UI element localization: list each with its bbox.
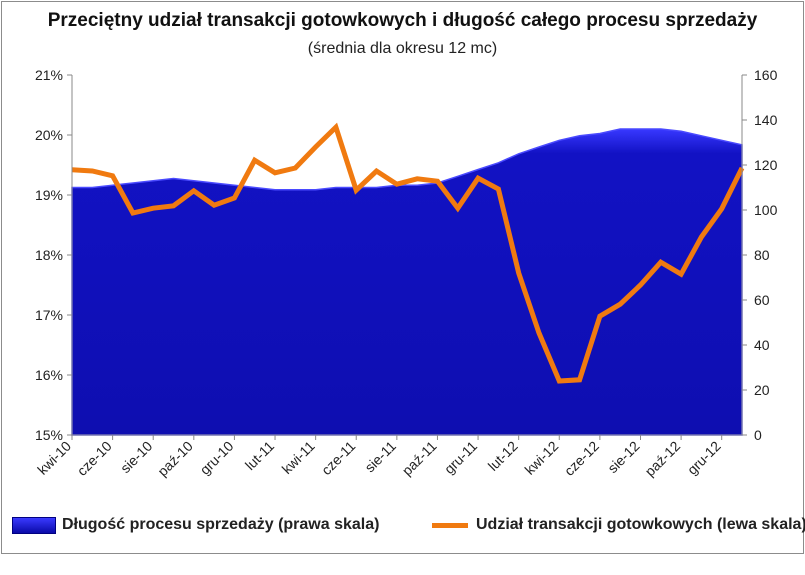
x-tick-label: kwi-10 <box>34 438 74 478</box>
right-tick-label: 120 <box>754 157 778 173</box>
x-tick-label: paź-12 <box>642 438 684 480</box>
x-tick-label: gru-11 <box>441 438 480 477</box>
legend-swatch-line <box>432 522 468 528</box>
left-tick-label: 16% <box>35 367 63 383</box>
left-tick-label: 21% <box>35 67 63 83</box>
legend-item-area: Długość procesu sprzedaży (prawa skala) <box>12 516 379 534</box>
x-tick-label: gru-10 <box>197 438 237 478</box>
right-tick-label: 0 <box>754 427 762 443</box>
x-tick-label: lut-11 <box>242 438 277 473</box>
right-tick-label: 20 <box>754 382 770 398</box>
x-tick-label: gru-12 <box>684 438 724 478</box>
right-tick-label: 160 <box>754 67 778 83</box>
legend-swatch-area <box>12 516 56 534</box>
series-area-dlugosc <box>71 128 743 436</box>
right-tick-label: 60 <box>754 292 770 308</box>
x-tick-label: sie-11 <box>361 438 399 476</box>
left-tick-label: 18% <box>35 247 63 263</box>
right-tick-label: 100 <box>754 202 778 218</box>
right-tick-label: 140 <box>754 112 778 128</box>
chart-title: Przeciętny udział transakcji gotowkowych… <box>47 10 758 31</box>
x-tick-label: lut-12 <box>485 438 521 474</box>
right-tick-label: 80 <box>754 247 770 263</box>
x-tick-label: paź-11 <box>399 438 440 479</box>
right-tick-label: 40 <box>754 337 770 353</box>
x-tick-label: cze-12 <box>561 438 602 479</box>
left-tick-label: 20% <box>35 127 63 143</box>
x-tick-label: sie-10 <box>117 438 155 476</box>
left-tick-label: 19% <box>35 187 63 203</box>
legend-label-line: Udział transakcji gotowkowych (lewa skal… <box>476 516 805 533</box>
left-tick-label: 17% <box>35 307 63 323</box>
x-tick-label: kwi-12 <box>521 438 561 478</box>
x-tick-label: kwi-11 <box>279 438 318 477</box>
x-tick-label: paź-10 <box>154 438 196 480</box>
chart-subtitle: (średnia dla okresu 12 mc) <box>307 40 498 57</box>
left-tick-label: 15% <box>35 427 63 443</box>
x-tick-label: cze-10 <box>74 438 115 479</box>
x-tick-label: cze-11 <box>318 438 358 478</box>
legend-label-area: Długość procesu sprzedaży (prawa skala) <box>62 516 380 533</box>
legend-item-line: Udział transakcji gotowkowych (lewa skal… <box>432 516 805 534</box>
series-line-gotowka <box>71 122 745 384</box>
x-tick-label: sie-12 <box>604 438 642 476</box>
